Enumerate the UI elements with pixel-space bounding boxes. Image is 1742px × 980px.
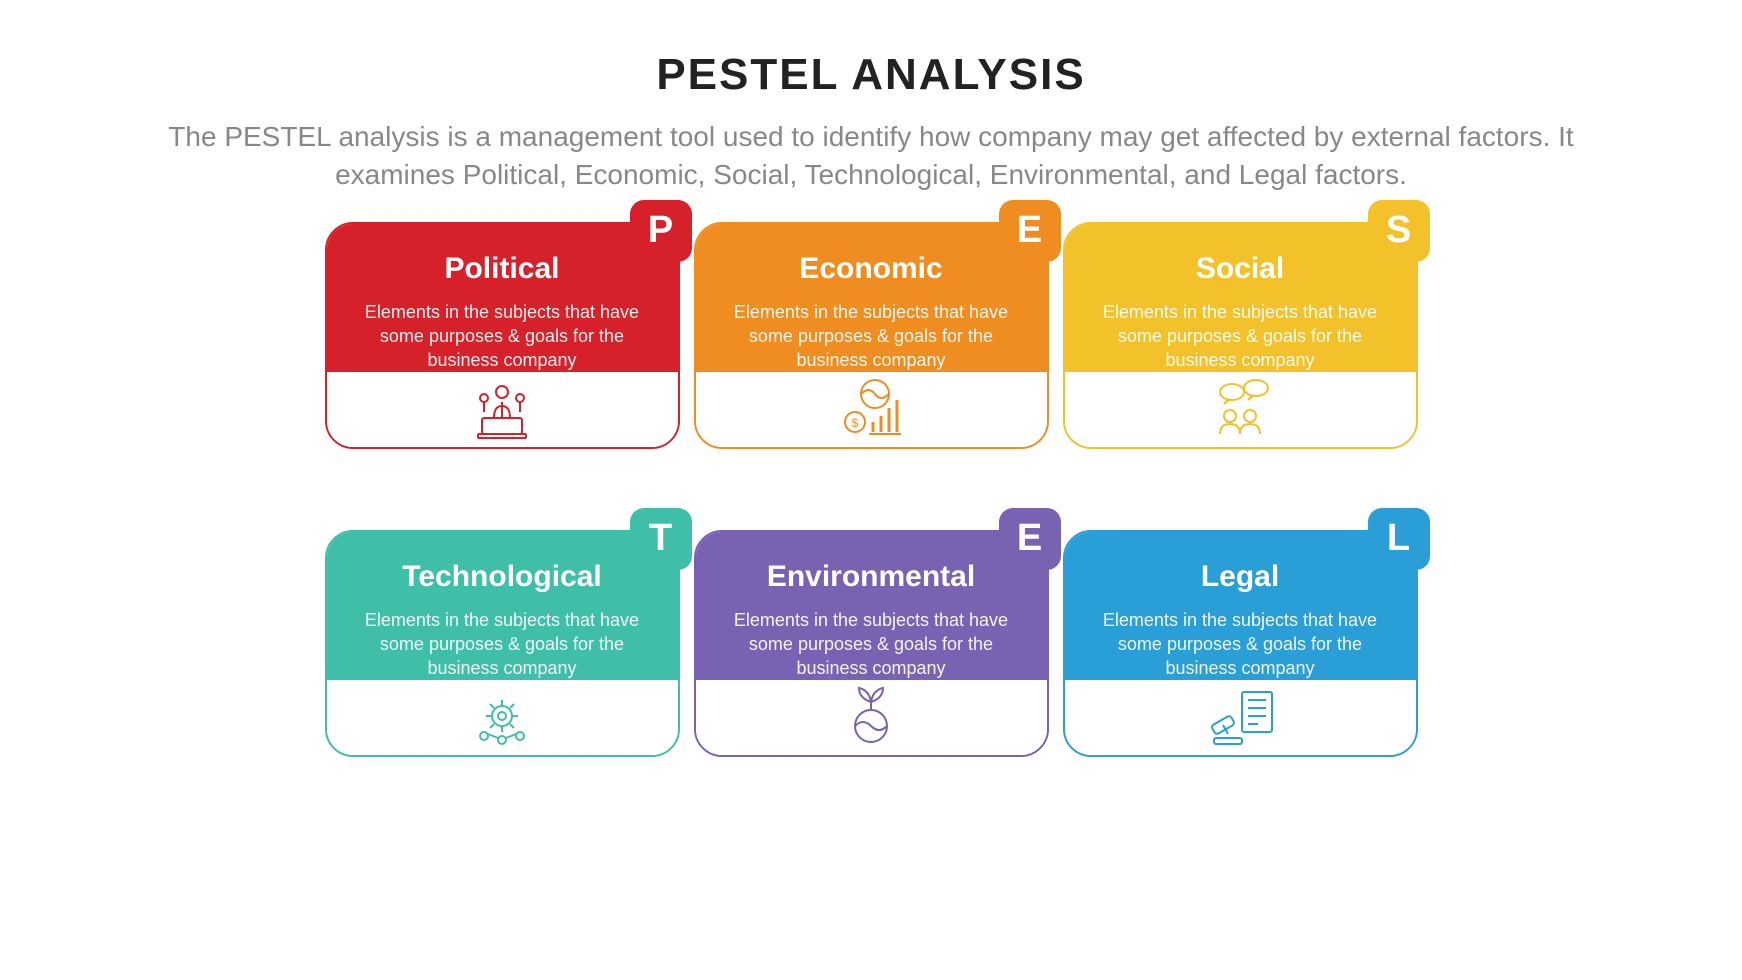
gear-icon <box>460 680 544 755</box>
page-title: PESTEL ANALYSIS <box>0 50 1742 100</box>
card-title: Social <box>1091 252 1390 286</box>
card-title: Economic <box>722 252 1021 286</box>
card-legal: Legal Elements in the subjects that have … <box>1063 530 1418 820</box>
card-title: Environmental <box>722 560 1021 594</box>
badge-letter: P <box>630 200 692 262</box>
badge-letter: S <box>1368 200 1430 262</box>
card-title: Political <box>353 252 652 286</box>
badge-letter: T <box>630 508 692 570</box>
podium-icon <box>460 372 544 447</box>
card-political: Political Elements in the subjects that h… <box>325 222 680 512</box>
economy-icon <box>829 372 913 447</box>
legal-icon <box>1198 680 1282 755</box>
badge-letter: E <box>999 200 1061 262</box>
social-icon <box>1198 372 1282 447</box>
card-description: Elements in the subjects that have some … <box>722 300 1021 373</box>
leaf-icon <box>829 680 913 755</box>
badge-letter: L <box>1368 508 1430 570</box>
card-description: Elements in the subjects that have some … <box>1091 608 1390 681</box>
card-environmental: Environmental Elements in the subjects th… <box>694 530 1049 820</box>
card-technological: Technological Elements in the subjects th… <box>325 530 680 820</box>
card-description: Elements in the subjects that have some … <box>1091 300 1390 373</box>
pestel-grid: Political Elements in the subjects that h… <box>0 222 1742 820</box>
card-description: Elements in the subjects that have some … <box>353 300 652 373</box>
badge-letter: E <box>999 508 1061 570</box>
card-description: Elements in the subjects that have some … <box>353 608 652 681</box>
card-title: Technological <box>353 560 652 594</box>
page-subtitle: The PESTEL analysis is a management tool… <box>121 118 1621 194</box>
card-description: Elements in the subjects that have some … <box>722 608 1021 681</box>
card-economic: Economic Elements in the subjects that ha… <box>694 222 1049 512</box>
card-title: Legal <box>1091 560 1390 594</box>
card-social: Social Elements in the subjects that have… <box>1063 222 1418 512</box>
